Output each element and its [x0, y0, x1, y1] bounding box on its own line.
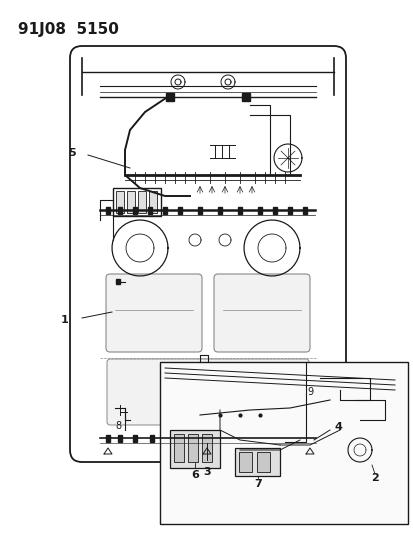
FancyBboxPatch shape	[214, 274, 309, 352]
Bar	[307, 435, 311, 442]
Text: 3: 3	[203, 467, 210, 477]
Bar	[202, 434, 211, 462]
Bar	[188, 434, 197, 462]
Bar	[159, 362, 407, 524]
Text: 6: 6	[191, 470, 199, 480]
Bar	[242, 93, 249, 101]
Bar	[237, 207, 242, 214]
Text: 91J08  5150: 91J08 5150	[18, 22, 119, 37]
Bar	[113, 188, 161, 216]
Bar	[133, 435, 137, 442]
Text: 1: 1	[61, 315, 69, 325]
Bar	[133, 207, 137, 214]
Bar	[257, 207, 261, 214]
Text: 9: 9	[306, 387, 312, 397]
Text: 4: 4	[333, 422, 341, 432]
Bar	[106, 207, 110, 214]
Bar	[256, 452, 269, 472]
FancyBboxPatch shape	[106, 274, 202, 352]
Bar	[235, 448, 279, 476]
Bar	[266, 435, 269, 442]
Bar	[183, 435, 187, 442]
Bar	[178, 207, 182, 214]
Bar	[238, 452, 252, 472]
Bar	[297, 435, 301, 442]
Text: 8: 8	[115, 421, 121, 431]
Bar	[138, 191, 146, 213]
Bar	[118, 207, 122, 214]
Bar	[116, 279, 120, 284]
Bar	[150, 435, 154, 442]
Text: 5: 5	[68, 148, 76, 158]
Bar	[272, 207, 276, 214]
Bar	[116, 191, 124, 213]
Bar	[127, 191, 135, 213]
Bar	[173, 434, 183, 462]
Bar	[282, 435, 286, 442]
Text: 2: 2	[370, 473, 378, 483]
Bar	[147, 207, 152, 214]
Bar	[166, 93, 173, 101]
Bar	[218, 207, 221, 214]
Bar	[302, 207, 306, 214]
Bar	[197, 207, 202, 214]
Bar	[287, 207, 291, 214]
Bar	[106, 435, 110, 442]
Bar	[118, 435, 122, 442]
Bar	[163, 207, 166, 214]
Text: 7: 7	[254, 479, 261, 489]
Bar	[225, 435, 230, 442]
Bar	[149, 191, 157, 213]
Bar	[166, 435, 170, 442]
FancyBboxPatch shape	[107, 359, 308, 425]
Bar	[170, 430, 219, 468]
Bar	[202, 435, 206, 442]
Bar	[245, 435, 249, 442]
